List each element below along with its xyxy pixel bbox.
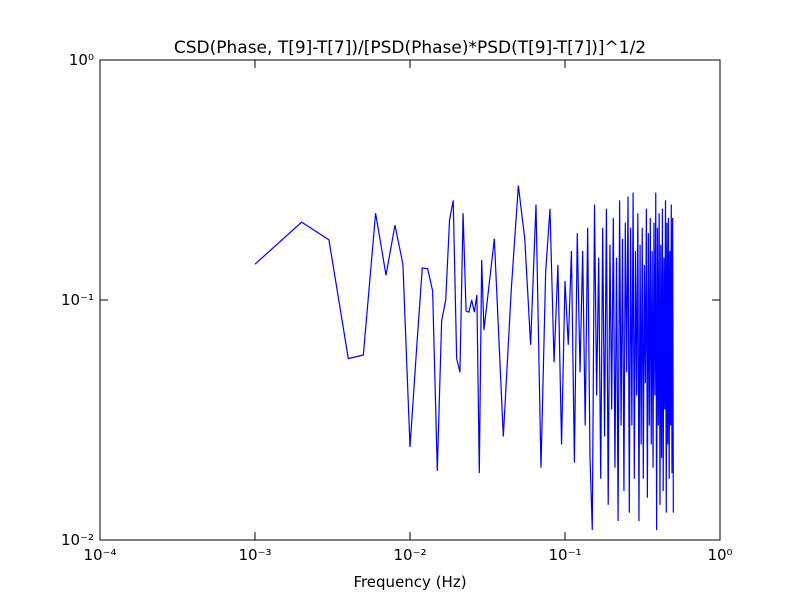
x-tick-label: 10⁻³ [238,546,271,564]
x-tick-label: 10⁻⁴ [83,546,116,564]
x-tick-label: 10⁰ [707,546,732,564]
x-tick-label: 10⁻¹ [548,546,581,564]
y-tick-label: 10⁻¹ [61,291,94,309]
chart-title: CSD(Phase, T[9]-T[7])/[PSD(Phase)*PSD(T[… [174,38,646,58]
y-tick-label: 10⁰ [69,51,94,69]
data-line [254,185,674,531]
x-tick-label: 10⁻² [393,546,426,564]
x-axis-label: Frequency (Hz) [353,573,466,591]
y-tick-label: 10⁻² [61,531,94,549]
